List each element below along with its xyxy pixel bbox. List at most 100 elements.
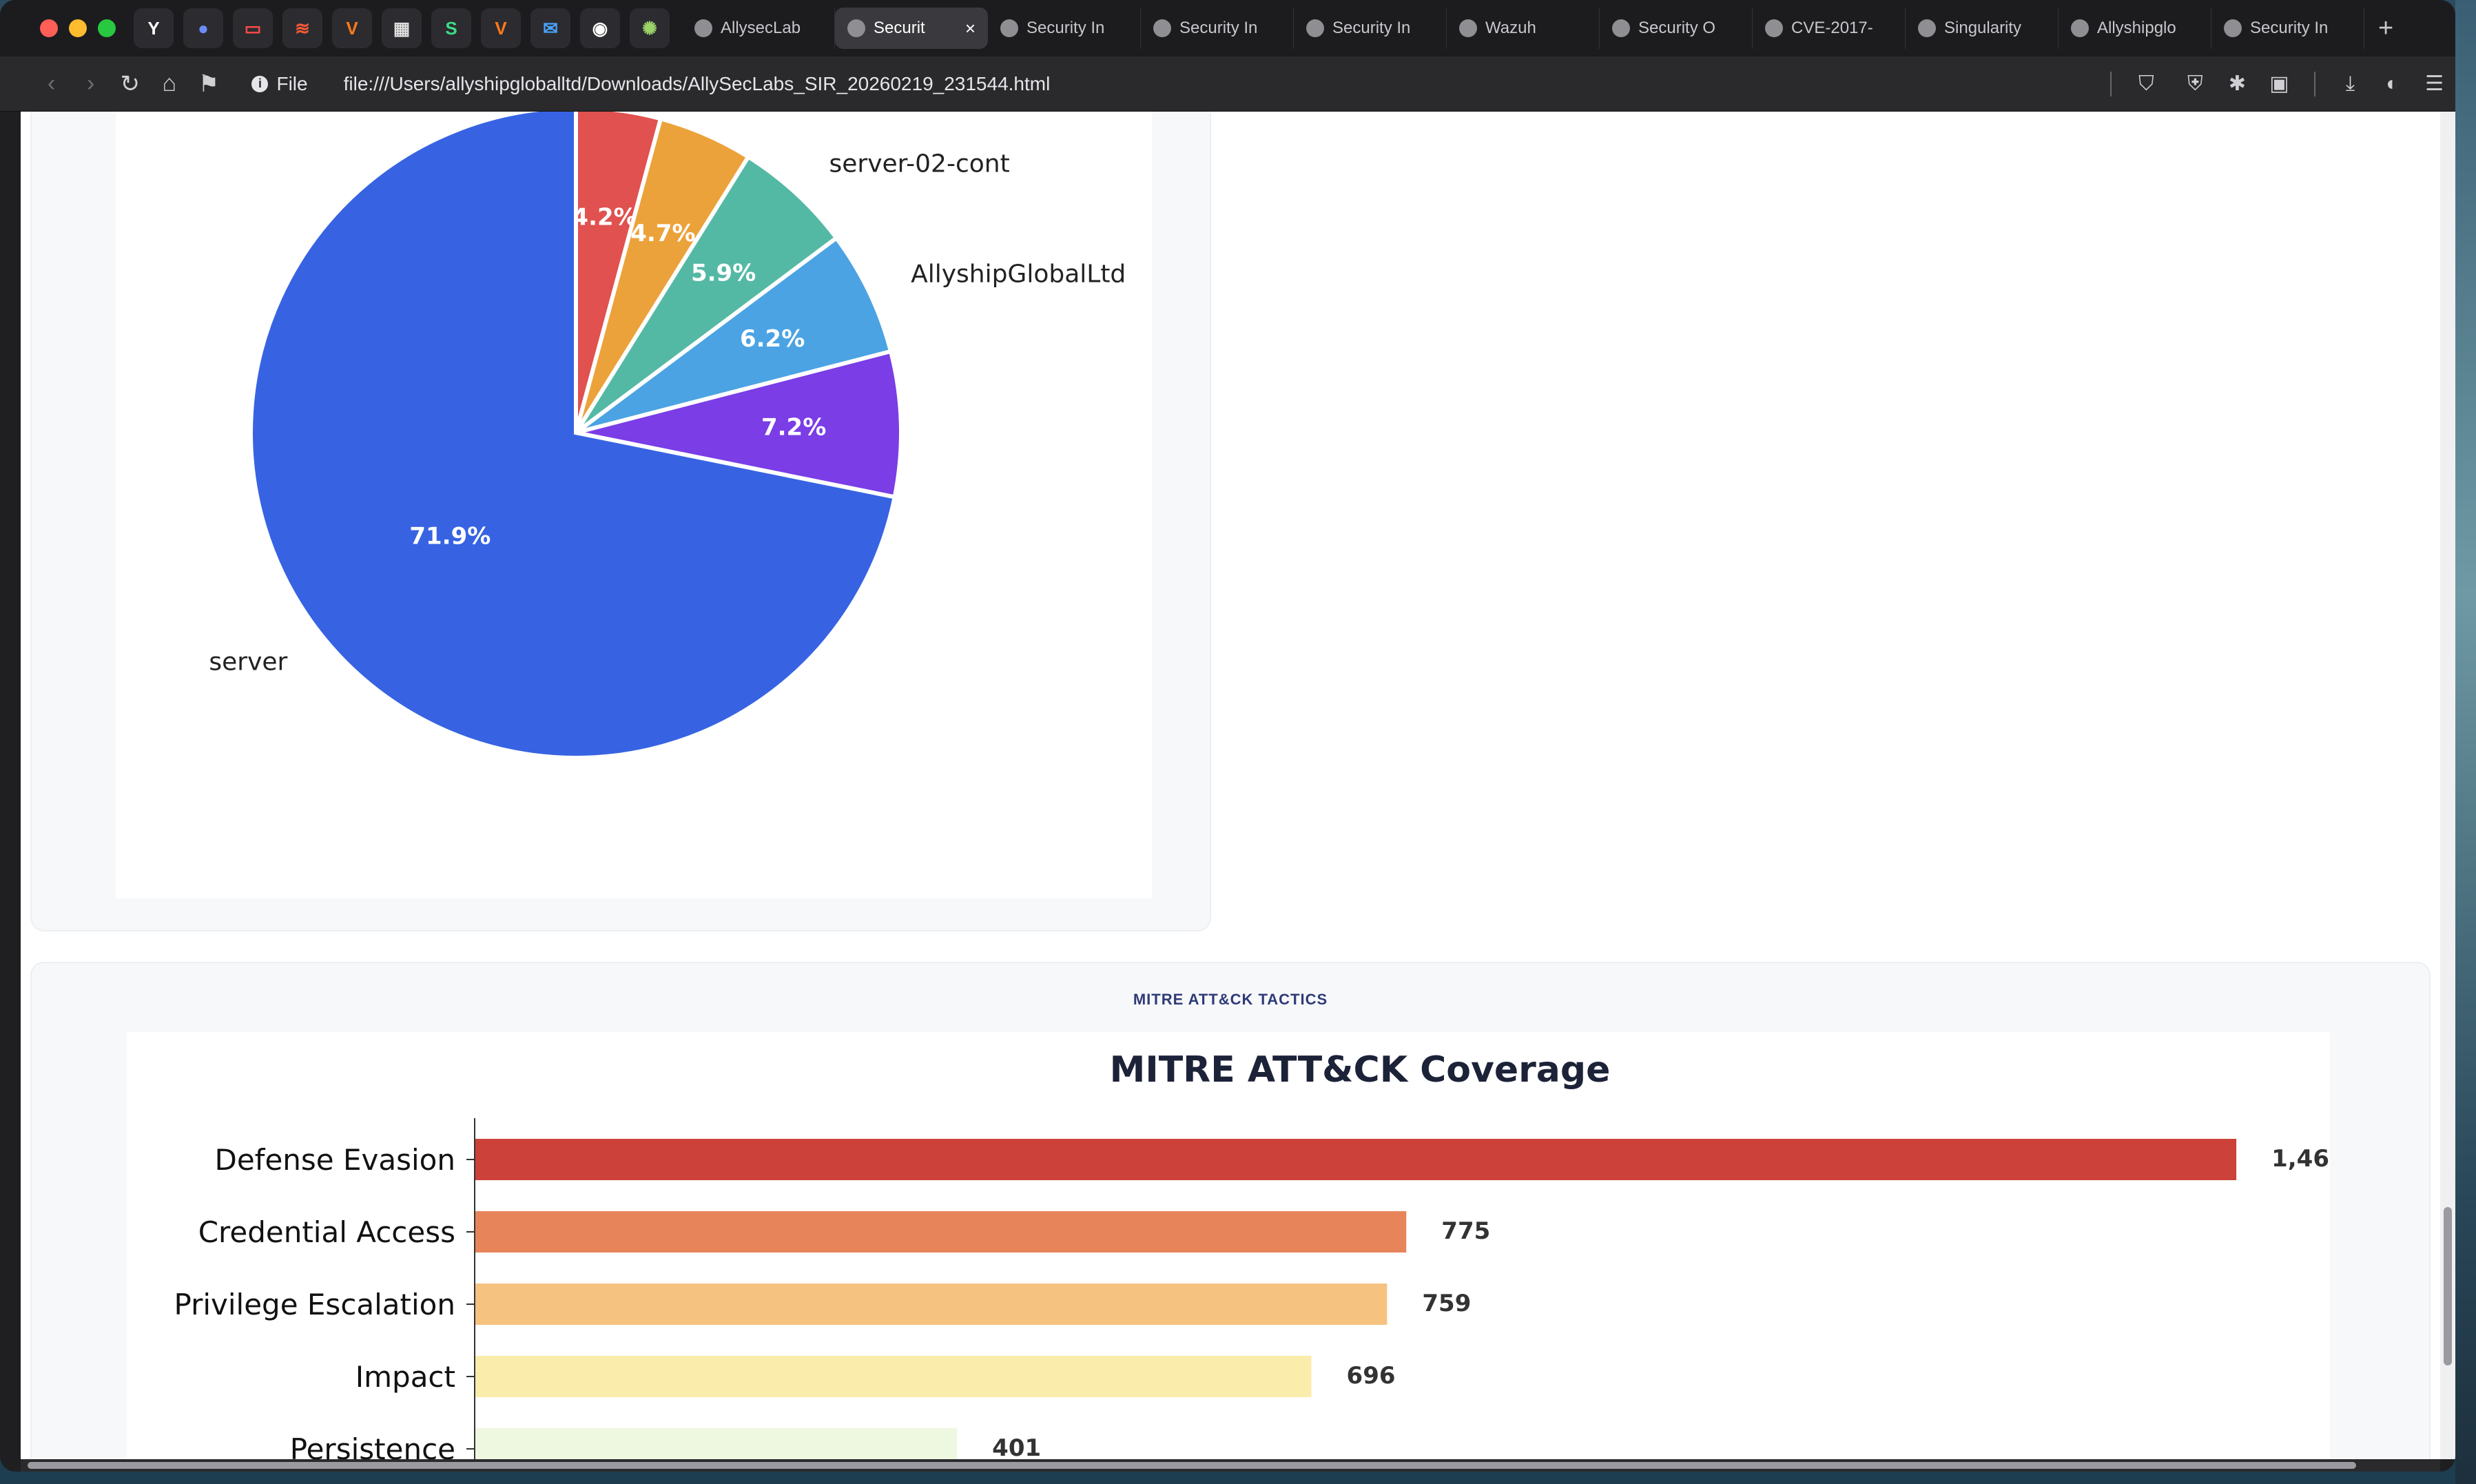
home-button[interactable]: ⌂ bbox=[162, 70, 177, 96]
bar-value-label: 759 bbox=[1422, 1290, 1471, 1317]
mail-icon[interactable]: ✉ bbox=[530, 8, 570, 48]
browser-tab[interactable]: Wazuh bbox=[1447, 8, 1600, 49]
brave-shields-icon[interactable]: ⛉ bbox=[2138, 72, 2154, 95]
new-tab-button[interactable]: + bbox=[2378, 13, 2394, 43]
brand-v-icon[interactable]: V bbox=[332, 8, 372, 48]
vertical-scrollbar[interactable] bbox=[2440, 112, 2455, 1459]
tab-label: Security In bbox=[1026, 19, 1105, 37]
tab-label: Allyshipglo bbox=[2097, 19, 2176, 37]
close-tab-icon[interactable]: × bbox=[964, 17, 976, 39]
browser-tab[interactable]: Security In bbox=[2211, 8, 2364, 49]
close-window-button[interactable] bbox=[40, 19, 58, 37]
globe-icon bbox=[1153, 19, 1171, 37]
info-icon[interactable]: i bbox=[251, 75, 269, 92]
chip-icon[interactable]: ▦ bbox=[382, 8, 422, 48]
browser-tab[interactable]: Security In bbox=[988, 8, 1141, 49]
browser-tab[interactable]: Security In bbox=[1294, 8, 1447, 49]
browser-tab[interactable]: CVE-2017- bbox=[1753, 8, 1906, 49]
browser-tab[interactable]: Security In bbox=[1141, 8, 1294, 49]
y-tick-label: Credential Access bbox=[198, 1215, 455, 1249]
pie-percent-label: 4.7% bbox=[630, 220, 695, 247]
horizontal-scrollbar[interactable] bbox=[21, 1459, 2440, 1472]
reload-button[interactable]: ↻ bbox=[120, 70, 140, 97]
mitre-bar-chart: MITRE ATT&CK Coverage Defense Evasion 1,46… bbox=[174, 1049, 2346, 1459]
y-tick-label: Persistence bbox=[290, 1432, 455, 1459]
monitor-icon[interactable]: ▭ bbox=[233, 8, 273, 48]
mitre-card: MITRE ATT&CK TACTICS MITRE ATT&CK Covera… bbox=[30, 962, 2431, 1459]
zoom-window-button[interactable] bbox=[98, 19, 116, 37]
minimize-window-button[interactable] bbox=[69, 19, 87, 37]
back-button[interactable]: ‹ bbox=[47, 70, 56, 96]
browser-tab[interactable]: Singularity bbox=[1906, 8, 2059, 49]
tab-bar: Y ● ▭ ≋ V ▦ S V ✉ ◉ ✺ AllysecLab Securit × Security I… bbox=[0, 0, 2455, 56]
menu-icon[interactable]: ☰ bbox=[2425, 72, 2444, 95]
downloads-icon[interactable]: ⤓ bbox=[2345, 72, 2355, 95]
reader-mode-icon[interactable]: ▣ bbox=[2269, 72, 2289, 95]
page-viewport: 4.2%server-con0024.7%cloudoffice025.9%se… bbox=[21, 112, 2440, 1459]
tab-label: Singularity bbox=[1944, 19, 2022, 37]
tab-strip: AllysecLab Securit × Security In Security In… bbox=[682, 8, 2364, 49]
tab-label: AllysecLab bbox=[721, 19, 801, 37]
bar-value-label: 775 bbox=[1441, 1217, 1490, 1245]
globe-icon bbox=[1306, 19, 1324, 37]
pie-percent-label: 7.2% bbox=[761, 414, 826, 442]
scheme-label: File bbox=[276, 72, 308, 94]
pie-slice bbox=[575, 235, 894, 435]
shield-icon[interactable]: ● bbox=[183, 8, 223, 48]
cve-icon bbox=[1765, 19, 1783, 37]
brand-s-icon[interactable]: S bbox=[431, 8, 471, 48]
openai-icon bbox=[1612, 19, 1630, 37]
bar-value-label: 696 bbox=[1347, 1362, 1396, 1390]
tab-label: Security In bbox=[1179, 19, 1258, 37]
bar-value-label: 401 bbox=[992, 1434, 1041, 1459]
desktop-background bbox=[2455, 0, 2476, 1484]
tab-label: Securit bbox=[874, 19, 925, 37]
extensions-icon[interactable]: ✱ bbox=[2228, 72, 2246, 95]
azure-icon bbox=[2071, 19, 2089, 37]
bar-chart-panel: MITRE ATT&CK Coverage Defense Evasion 1,46… bbox=[127, 1032, 2346, 1459]
forward-button[interactable]: › bbox=[86, 70, 95, 96]
bar-value-label: 1,466 bbox=[2271, 1145, 2330, 1173]
bar bbox=[475, 1428, 958, 1459]
brand-v2-icon[interactable]: V bbox=[481, 8, 521, 48]
y-tick-label: Impact bbox=[355, 1360, 455, 1394]
y-tick-label: Privilege Escalation bbox=[174, 1288, 455, 1321]
pie-percent-label: 4.2% bbox=[572, 204, 637, 231]
tab-label: CVE-2017- bbox=[1791, 19, 1873, 37]
host-pie-chart: 4.2%server-con0024.7%cloudoffice025.9%se… bbox=[209, 112, 1126, 760]
pie-percent-label: 5.9% bbox=[691, 259, 756, 287]
scrollbar-thumb[interactable] bbox=[28, 1462, 2356, 1469]
pie-category-label: server bbox=[209, 648, 287, 676]
wazuh-icon bbox=[1459, 19, 1477, 37]
host-distribution-card: 4.2%server-con0024.7%cloudoffice025.9%se… bbox=[30, 112, 1211, 931]
shield-icon bbox=[694, 19, 712, 37]
browser-tab[interactable]: Allyshipglo bbox=[2059, 8, 2211, 49]
address-bar[interactable]: i File file:///Users/allyshipgloballtd/D… bbox=[238, 64, 2096, 104]
scrollbar-thumb[interactable] bbox=[2444, 1207, 2452, 1366]
section-label: MITRE ATT&CK TACTICS bbox=[1133, 991, 1328, 1008]
tab-label: Security In bbox=[2250, 19, 2329, 37]
pie-chart-panel: 4.2%server-con0024.7%cloudoffice025.9%se… bbox=[116, 112, 1152, 898]
chart-title: MITRE ATT&CK Coverage bbox=[1110, 1049, 1611, 1091]
url-text[interactable]: file:///Users/allyshipgloballtd/Download… bbox=[343, 72, 1051, 94]
github-icon[interactable]: ◉ bbox=[580, 8, 620, 48]
vpn-icon[interactable]: ◐ bbox=[2386, 72, 2399, 95]
pie-slice bbox=[249, 112, 898, 760]
browser-tab[interactable]: Security O bbox=[1600, 8, 1753, 49]
bitwarden-icon[interactable]: ⛨ bbox=[2187, 72, 2203, 95]
tailscale-icon[interactable]: Y bbox=[134, 8, 174, 48]
browser-tab[interactable]: Securit × bbox=[835, 8, 988, 49]
tab-label: Security O bbox=[1638, 19, 1716, 37]
pie-slice bbox=[574, 154, 840, 435]
address-toolbar: ‹ › ↻ ⌂ ⚑ i File file:///Users/allyshipg… bbox=[0, 56, 2455, 112]
todoist-icon[interactable]: ≋ bbox=[282, 8, 322, 48]
toolbar-divider bbox=[2109, 71, 2112, 96]
globe-icon bbox=[1000, 19, 1018, 37]
bookmark-button[interactable]: ⚑ bbox=[198, 70, 220, 97]
pie-percent-label: 6.2% bbox=[740, 325, 805, 353]
chatgpt-icon[interactable]: ✺ bbox=[630, 8, 670, 48]
toolbar-divider bbox=[2313, 71, 2315, 96]
pinned-tabs: Y ● ▭ ≋ V ▦ S V ✉ ◉ ✺ bbox=[134, 8, 670, 48]
browser-tab[interactable]: AllysecLab bbox=[682, 8, 835, 49]
